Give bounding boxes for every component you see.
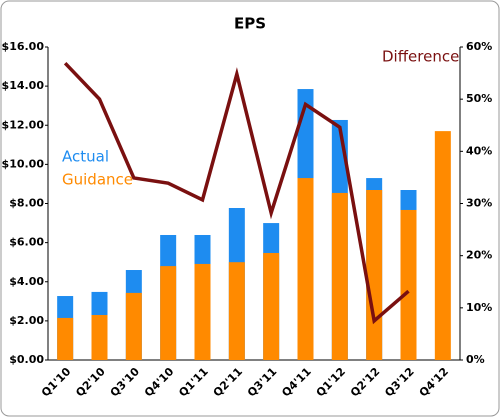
y2-tick-label: 30%	[466, 197, 492, 210]
y2-tick-label: 60%	[466, 40, 492, 53]
chart-title: EPS	[234, 15, 266, 33]
bar	[263, 252, 280, 360]
bar	[91, 315, 108, 360]
y2-tick-label: 10%	[466, 301, 492, 314]
legend-label: Actual	[62, 148, 109, 166]
legend-label: Difference	[382, 48, 459, 66]
y-tick-label: $14.00	[2, 79, 45, 92]
difference-line	[63, 61, 410, 325]
bar	[434, 131, 451, 360]
bar	[228, 262, 245, 360]
y-tick-label: $10.00	[2, 157, 45, 170]
y2-tick-label: 40%	[466, 144, 492, 157]
y-tick-label: $16.00	[2, 40, 45, 53]
bar	[297, 178, 314, 360]
y-tick-label: $12.00	[2, 118, 45, 131]
bar	[400, 209, 417, 360]
y-tick-label: $4.00	[9, 275, 44, 288]
bar	[160, 266, 177, 360]
bar	[194, 263, 211, 360]
y2-tick-label: 0%	[466, 353, 485, 366]
bar	[366, 190, 383, 360]
bar	[331, 192, 348, 360]
bar	[125, 292, 142, 360]
legend-label: Guidance	[62, 171, 133, 189]
y-tick-label: $6.00	[9, 236, 44, 249]
bar	[57, 317, 74, 360]
y2-tick-label: 50%	[466, 92, 492, 105]
y-tick-label: $8.00	[9, 197, 44, 210]
y-tick-label: $0.00	[9, 353, 44, 366]
y-tick-label: $2.00	[9, 314, 44, 327]
y2-tick-label: 20%	[466, 249, 492, 262]
